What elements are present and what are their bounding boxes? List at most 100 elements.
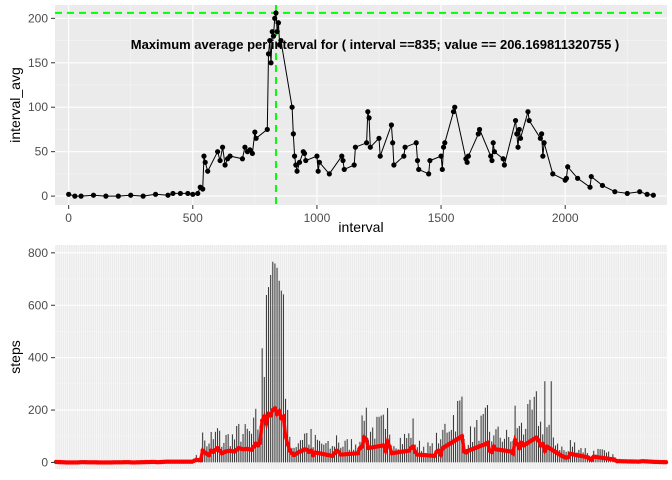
data-point <box>514 131 520 137</box>
data-point <box>177 190 183 197</box>
y-tick-label: 400 <box>28 351 48 365</box>
data-point <box>78 193 84 199</box>
data-point <box>440 144 447 150</box>
x-tick-label: 500 <box>183 211 203 225</box>
data-point <box>366 115 372 121</box>
average-point <box>308 448 314 453</box>
top-panel: 0 50 100 150 200 0 500 1000 1500 2000 Maximum av… <box>7 5 667 235</box>
data-point <box>341 166 347 173</box>
data-point <box>269 29 275 35</box>
data-point <box>275 20 282 26</box>
data-point <box>249 150 255 157</box>
y-tick-label: 200 <box>28 403 48 417</box>
data-point <box>650 192 656 198</box>
data-point <box>525 109 531 115</box>
data-point <box>274 29 280 35</box>
data-point <box>239 156 246 162</box>
data-point <box>296 159 303 165</box>
data-point <box>363 140 370 146</box>
average-point <box>410 444 416 449</box>
data-point <box>612 189 618 195</box>
data-point <box>644 191 650 197</box>
bottom-panel-background <box>55 245 667 469</box>
y-tick-label: 200 <box>28 11 48 25</box>
data-point <box>367 144 373 150</box>
average-point <box>264 420 269 426</box>
average-point <box>257 440 263 446</box>
data-point <box>512 117 519 124</box>
data-point <box>293 162 299 168</box>
data-point <box>465 153 471 159</box>
data-point <box>128 192 134 198</box>
average-point <box>536 437 541 443</box>
data-point <box>294 168 300 174</box>
average-point <box>512 437 518 443</box>
data-point <box>314 153 320 159</box>
data-point <box>450 109 457 115</box>
top-annotation: Maximum average per interval for ( inter… <box>131 37 620 52</box>
average-point <box>281 414 286 419</box>
average-point <box>383 448 388 453</box>
data-point <box>500 156 506 162</box>
y-tick-label: 100 <box>28 100 48 114</box>
data-point <box>391 162 397 168</box>
average-point <box>381 443 386 448</box>
y-tick-label: 0 <box>41 189 48 203</box>
data-point <box>413 140 419 146</box>
data-point <box>315 168 321 174</box>
data-point <box>115 193 121 199</box>
data-point <box>290 131 296 137</box>
data-point <box>388 122 395 128</box>
average-point <box>438 452 443 457</box>
y-tick-label: 800 <box>28 246 48 260</box>
bottom-smooth <box>53 405 669 465</box>
data-point <box>427 157 433 164</box>
x-tick-label: 0 <box>65 211 72 225</box>
data-point <box>541 140 547 146</box>
data-point <box>316 159 323 165</box>
average-point <box>510 451 516 456</box>
data-point <box>526 117 532 124</box>
data-point <box>289 104 295 110</box>
data-point <box>195 190 201 197</box>
average-point <box>198 458 203 463</box>
average-point <box>268 413 273 418</box>
data-point <box>103 193 109 199</box>
average-point <box>272 406 278 411</box>
data-point <box>401 153 407 159</box>
data-point <box>352 144 359 150</box>
bottom-y-axis-title: steps <box>7 340 23 373</box>
data-point <box>624 190 630 197</box>
average-point <box>364 437 369 442</box>
average-point <box>515 441 520 447</box>
data-point <box>170 190 176 197</box>
data-point <box>301 150 308 157</box>
data-point <box>200 186 206 192</box>
data-point <box>515 144 521 150</box>
data-point <box>563 175 570 181</box>
y-tick-label: 50 <box>35 145 49 159</box>
data-point <box>265 51 272 57</box>
data-point <box>490 140 496 146</box>
data-point <box>222 162 228 168</box>
data-point <box>268 60 274 66</box>
average-point <box>285 441 290 447</box>
data-point <box>426 171 432 177</box>
data-point <box>539 131 545 137</box>
top-series <box>66 10 656 199</box>
data-point <box>377 153 383 159</box>
data-point <box>201 153 207 159</box>
average-point <box>387 444 392 449</box>
data-point <box>217 157 223 164</box>
data-point <box>517 135 524 141</box>
data-point <box>270 33 277 39</box>
data-point <box>565 164 571 170</box>
data-point <box>516 126 522 133</box>
data-point <box>475 131 481 137</box>
average-point <box>566 455 571 460</box>
average-point <box>432 453 437 459</box>
average-point <box>459 434 465 439</box>
x-tick-label: 2000 <box>552 211 579 225</box>
data-point <box>339 153 345 159</box>
